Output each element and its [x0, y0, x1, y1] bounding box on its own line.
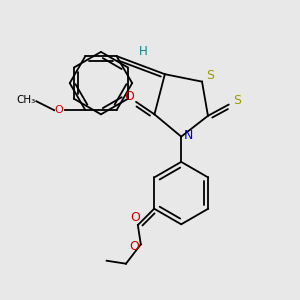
Text: O: O — [55, 105, 64, 115]
Text: CH₃: CH₃ — [16, 95, 35, 105]
Text: S: S — [206, 69, 214, 82]
Text: N: N — [184, 129, 193, 142]
Text: S: S — [233, 94, 241, 107]
Text: O: O — [124, 90, 134, 103]
Text: O: O — [130, 211, 140, 224]
Text: O: O — [129, 240, 139, 253]
Text: H: H — [139, 45, 148, 58]
